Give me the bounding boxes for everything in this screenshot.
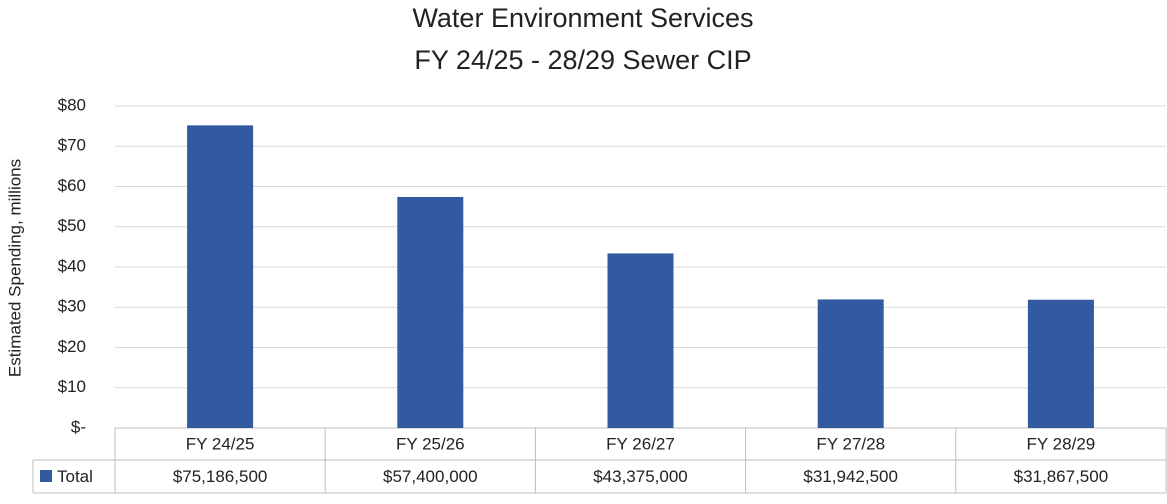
y-tick-label: $40 (58, 256, 86, 275)
y-tick-label: $50 (58, 216, 86, 235)
x-tick-label: FY 26/27 (606, 434, 675, 453)
x-tick-label: FY 28/29 (1027, 434, 1096, 453)
bar (607, 253, 674, 428)
table-value: $57,400,000 (383, 467, 478, 486)
bar (187, 125, 254, 429)
y-tick-label: $20 (58, 337, 86, 356)
y-axis-label: Estimated Spending, millions (5, 159, 24, 377)
y-tick-label: $80 (58, 95, 86, 114)
y-tick-label: $70 (58, 136, 86, 155)
y-tick-label: $10 (58, 377, 86, 396)
table-value: $31,942,500 (803, 467, 898, 486)
y-tick-label: $60 (58, 176, 86, 195)
table-value: $31,867,500 (1014, 467, 1109, 486)
bar (1027, 299, 1094, 428)
x-tick-label: FY 24/25 (186, 434, 255, 453)
chart-subtitle: FY 24/25 - 28/29 Sewer CIP (414, 45, 751, 75)
table-value: $75,186,500 (173, 467, 268, 486)
legend-marker (40, 470, 52, 482)
legend-label: Total (57, 467, 93, 486)
table-value: $43,375,000 (593, 467, 688, 486)
bar (397, 196, 464, 428)
x-tick-label: FY 27/28 (816, 434, 885, 453)
y-tick-label: $30 (58, 297, 86, 316)
chart-title: Water Environment Services (412, 3, 753, 33)
y-tick-label: $- (71, 417, 86, 436)
bar (817, 299, 884, 428)
x-tick-label: FY 25/26 (396, 434, 465, 453)
